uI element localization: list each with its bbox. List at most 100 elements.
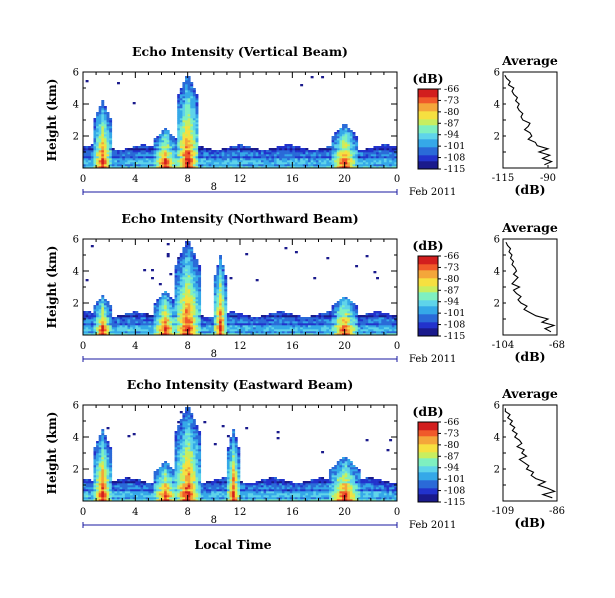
heatmap-cell (221, 315, 225, 318)
heatmap-cell (174, 457, 178, 460)
heatmap-cell (182, 445, 186, 448)
heatmap-cell (208, 154, 212, 157)
heatmap-cell (250, 333, 254, 336)
heatmap-cell (169, 475, 173, 478)
heatmap-cell (352, 162, 356, 165)
heatmap-cell (161, 138, 165, 141)
colorbar-swatch (418, 260, 438, 263)
heatmap-cell (247, 317, 251, 320)
heatmap-cell (93, 447, 97, 450)
heatmap-cell (198, 433, 202, 436)
heatmap-cell (148, 156, 152, 159)
heatmap-cell (336, 325, 340, 328)
heatmap-cell (164, 311, 168, 314)
heatmap-cell (192, 102, 196, 105)
heatmap-cell (135, 154, 139, 157)
heatmap-cell (179, 261, 183, 264)
heatmap-cell (185, 445, 188, 448)
heatmap-cell (103, 445, 107, 448)
heatmap-cell (203, 491, 207, 494)
heatmap-cell (287, 166, 291, 169)
heatmap-cell (96, 319, 99, 322)
heatmap-cell (349, 313, 353, 316)
heatmap-cell (101, 323, 105, 326)
heatmap-cell (156, 303, 160, 306)
heatmap-cell (171, 307, 175, 310)
heatmap-cell (352, 148, 356, 151)
heatmap-cell (195, 261, 199, 264)
heatmap-cell (339, 156, 343, 159)
heatmap-cell (156, 499, 160, 502)
heatmap-cell (130, 331, 134, 334)
heatmap-cell (284, 329, 288, 332)
heatmap-cell (342, 319, 345, 322)
heatmap-cell (271, 317, 275, 320)
heatmap-cell (83, 150, 86, 153)
heatmap-cell (271, 164, 275, 167)
heatmap-cell (279, 160, 283, 163)
heatmap-cell (179, 158, 183, 161)
heatmap-cell (130, 323, 134, 326)
heatmap-cell (135, 481, 139, 484)
heatmap-cell (260, 152, 264, 155)
heatmap-cell (124, 497, 128, 500)
heatmap-cell (119, 150, 123, 153)
heatmap-cell (93, 134, 97, 137)
heatmap-cell (352, 136, 356, 139)
heatmap-cell (90, 160, 94, 163)
heatmap-cell (164, 325, 168, 328)
heatmap-cell (268, 321, 272, 324)
chart-title: Echo Intensity (Northward Beam) (121, 211, 358, 226)
heatmap-cell (177, 491, 181, 494)
heatmap-cell (187, 493, 191, 496)
heatmap-cell (323, 319, 327, 322)
heatmap-cell (161, 323, 165, 326)
heatmap-cell (187, 293, 191, 296)
heatmap-cell (153, 142, 157, 145)
heatmap-cell (190, 289, 194, 292)
heatmap-cell (219, 297, 222, 300)
heatmap-cell (151, 150, 154, 153)
heatmap-cell (174, 481, 178, 484)
heatmap-cell (297, 158, 301, 161)
heatmap-cell (182, 415, 186, 418)
heatmap-cell (93, 307, 97, 310)
heatmap-cell (211, 150, 215, 153)
heatmap-cell (365, 164, 369, 167)
heatmap-cell (164, 307, 168, 310)
heatmap-cell (185, 497, 188, 500)
heatmap-cell (114, 325, 118, 328)
heatmap-cell (161, 495, 165, 498)
heatmap-cell (169, 495, 173, 498)
heatmap-cell (198, 455, 202, 458)
heatmap-cell (185, 110, 188, 113)
profile-x-tick-label: -90 (540, 173, 556, 184)
heatmap-cell (339, 132, 343, 135)
heatmap-cell (347, 142, 351, 145)
heatmap-cell (117, 166, 120, 169)
heatmap-cell (294, 166, 298, 169)
heatmap-cell (158, 148, 162, 151)
heatmap-cell (185, 305, 188, 308)
heatmap-cell (237, 325, 241, 328)
heatmap-cell (313, 160, 317, 163)
heatmap-cell (143, 166, 147, 169)
heatmap-cell (169, 166, 173, 169)
heatmap-cell (195, 305, 199, 308)
heatmap-cell (132, 315, 136, 318)
heatmap-cell (274, 329, 277, 332)
profile-x-tick-label: -104 (492, 340, 514, 351)
heatmap-cell (119, 321, 123, 324)
heatmap-cell (216, 325, 220, 328)
heatmap-cell (216, 154, 220, 157)
heatmap-cell (370, 166, 374, 169)
heatmap-cell (174, 493, 178, 496)
heatmap-cell (323, 325, 327, 328)
heatmap-cell (158, 491, 162, 494)
heatmap-cell (119, 481, 123, 484)
heatmap-cell (153, 311, 157, 314)
heatmap-cell (297, 319, 301, 322)
heatmap-cell (305, 156, 309, 159)
heatmap-cell (182, 291, 186, 294)
heatmap-cell (383, 144, 387, 147)
